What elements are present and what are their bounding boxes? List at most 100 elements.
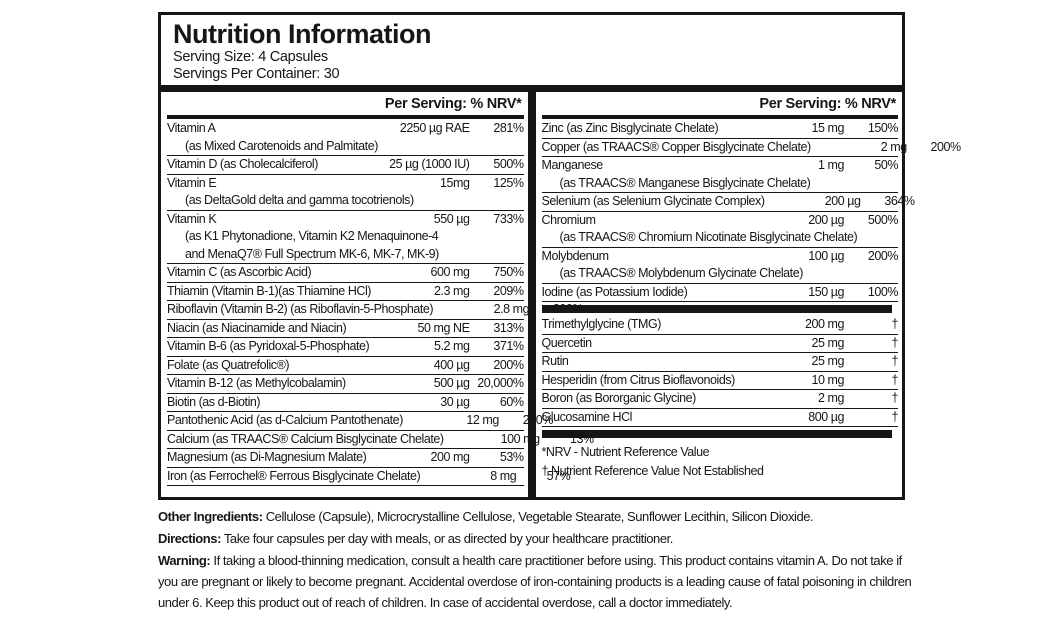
vertical-divider-bar (527, 92, 536, 497)
nutrient-name: Quercetin (541, 335, 593, 350)
nutrient-nrv: 50% (874, 158, 898, 172)
group-divider-bar-2 (541, 430, 892, 438)
nutrient-name: Magnesium (as Di-Magnesium Malate) (167, 450, 367, 464)
nutrient-row: Vitamin D (as Cholecalciferol) 25 µg (100… (167, 156, 524, 175)
nutrient-subline: (as Mixed Carotenoids and Palmitate) (185, 138, 378, 153)
nutrient-nrv: † (891, 354, 898, 368)
nutrient-amount: 200 mg (430, 450, 470, 464)
nutrient-table-left: Vitamin A 2250 µg RAE 281% (as Mixed Carote… (167, 120, 594, 486)
nutrient-amount: 200 mg (805, 317, 844, 331)
nutrient-subline: and MenaQ7® Full Spectrum MK-6, MK-7, MK… (185, 246, 439, 261)
nutrient-name: Molybdenum (541, 248, 610, 263)
nutrient-name: Rutin (541, 354, 569, 368)
nutrient-name: Vitamin B-6 (as Pyridoxal-5-Phosphate) (167, 339, 370, 353)
nutrient-nrv: † (891, 372, 898, 387)
nutrient-name: Biotin (as d-Biotin) (167, 394, 261, 409)
nutrient-amount: 600 mg (430, 265, 470, 279)
column-header-right: Per Serving: % NRV* (759, 96, 896, 112)
columns-container: Per Serving: % NRV* Vitamin A 2250 µg RAE… (161, 92, 961, 497)
nutrient-row: Rutin 25 mg † (541, 353, 898, 372)
nutrient-nrv: † (891, 409, 898, 424)
nutrient-nrv: 281% (493, 121, 524, 135)
nutrient-subline: (as DeltaGold delta and gamma tocotrieno… (185, 193, 414, 207)
nutrient-amount: 2 mg (818, 391, 844, 405)
nutrient-row: Vitamin K 550 µg 733% (as K1 Phytonadione, … (167, 211, 524, 264)
nutrient-row: Niacin (as Niacinamide and Niacin) 50 mg … (167, 320, 524, 338)
nutrient-row: Copper (as TRAACS® Copper Bisglycinate C… (541, 139, 961, 157)
nutrient-name: Chromium (541, 212, 597, 227)
nutrient-name: Vitamin B-12 (as Methylcobalamin) (167, 376, 346, 390)
nutrient-name: Iron (as Ferrochel® Ferrous Bisglycinate… (167, 468, 421, 483)
other-ingredients-label: Other Ingredients: (158, 509, 263, 524)
nutrient-amount: 25 mg (811, 354, 845, 368)
nutrition-label-box: Nutrition Information Serving Size: 4 Ca… (158, 12, 961, 500)
nutrient-amount: 400 µg (433, 357, 470, 372)
label-header: Nutrition Information Serving Size: 4 Ca… (161, 15, 902, 85)
nutrient-name: Vitamin A (167, 121, 216, 135)
directions-text: Take four capsules per day with meals, o… (220, 531, 674, 546)
nutrient-name: Hesperidin (from Citrus Bioflavonoids) (541, 372, 736, 387)
nutrient-amount: 15mg (440, 175, 470, 190)
nutrient-name: Glucosamine HCl (541, 409, 633, 424)
nutrient-name: Iodine (as Potassium Iodide) (541, 284, 688, 299)
nutrient-name: Vitamin K (167, 211, 217, 226)
nutrient-row: Calcium (as TRAACS® Calcium Bisglycinate… (167, 431, 594, 449)
nutrient-row: Folate (as Quatrefolic®) 400 µg 200% (167, 357, 524, 375)
nutrient-row: Pantothenic Acid (as d-Calcium Pantothen… (167, 412, 553, 431)
nutrient-row: Molybdenum 100 µg 200% (as TRAACS® Molybden… (541, 248, 899, 284)
nutrient-nrv: † (891, 391, 898, 405)
nutrient-name: Folate (as Quatrefolic®) (167, 357, 290, 372)
nutrient-name: Zinc (as Zinc Bisglycinate Chelate) (541, 121, 719, 135)
nutrient-row: Iodine (as Potassium Iodide) 150 µg 100% (541, 284, 899, 302)
nutrient-nrv: 100% (867, 284, 899, 299)
nutrient-name: Vitamin E (167, 175, 217, 190)
column-header-rule-right (541, 115, 898, 119)
directions-label: Directions: (158, 531, 221, 546)
footnote-line: *NRV - Nutrient Reference Value (541, 445, 710, 459)
nutrient-name: Selenium (as Selenium Glycinate Complex) (541, 194, 766, 208)
nutrient-nrv: 53% (499, 450, 524, 464)
nutrient-row: Selenium (as Selenium Glycinate Complex)… (541, 193, 915, 212)
nutrient-table-right-group1: Zinc (as Zinc Bisglycinate Chelate) 15 mg… (541, 120, 961, 302)
nutrient-amount: 200 µg (824, 194, 861, 208)
nutrient-row: Vitamin B-12 (as Methylcobalamin) 500 µg 2… (167, 375, 524, 394)
nutrient-amount: 5.2 mg (433, 339, 470, 353)
footnote-line: † Nutrient Reference Value Not Establish… (541, 464, 764, 478)
nutrient-amount: 500 µg (433, 376, 470, 390)
nutrient-amount: 30 µg (440, 394, 470, 409)
nutrient-nrv: 209% (493, 283, 524, 298)
nutrient-row: Vitamin B-6 (as Pyridoxal-5-Phosphate) 5.… (167, 338, 524, 357)
nutrient-nrv: 125% (493, 175, 524, 190)
nutrient-nrv: 313% (493, 320, 524, 335)
nutrient-amount: 800 µg (808, 409, 844, 424)
nutrient-table-right-group2: Trimethylglycine (TMG) 200 mg † Quercetin 25… (541, 316, 898, 427)
nutrient-amount: 25 µg (1000 IU) (389, 157, 470, 171)
nutrient-row: Magnesium (as Di-Magnesium Malate) 200 mg… (167, 449, 524, 468)
header-divider-bar (161, 85, 902, 92)
nutrient-row: Vitamin A 2250 µg RAE 281% (as Mixed Carote… (167, 120, 524, 156)
nutrient-nrv: 57% (546, 468, 571, 483)
nutrient-row: Boron (as Bororganic Glycine) 2 mg † (541, 390, 898, 409)
servings-per-container: Servings Per Container: 30 (173, 65, 340, 82)
nutrient-nrv: 200% (867, 248, 899, 263)
nutrient-amount: 2.3 mg (433, 283, 470, 298)
warning-text: If taking a blood-thinning medication, c… (158, 553, 912, 610)
nutrient-name: Copper (as TRAACS® Copper Bisglycinate C… (541, 139, 812, 154)
left-column: Per Serving: % NRV* Vitamin A 2250 µg RAE… (161, 92, 594, 497)
nutrient-name: Vitamin D (as Cholecalciferol) (167, 157, 318, 171)
nutrient-nrv: † (891, 335, 898, 350)
other-ingredients: Other Ingredients: Cellulose (Capsule), … (158, 506, 920, 527)
serving-size: Serving Size: 4 Capsules (173, 49, 328, 65)
nutrient-nrv: 733% (493, 211, 524, 226)
nutrient-nrv: 60% (499, 394, 524, 409)
nutrient-amount: 2250 µg RAE (399, 121, 470, 135)
nutrient-amount: 10 mg (811, 372, 845, 387)
nutrient-row: Hesperidin (from Citrus Bioflavonoids) 10… (541, 372, 898, 390)
nutrient-row: Biotin (as d-Biotin) 30 µg 60% (167, 394, 524, 412)
nutrient-amount: 12 mg (466, 413, 499, 427)
nutrient-nrv: 750% (493, 265, 524, 279)
nutrient-nrv: 200% (493, 357, 524, 372)
nutrient-nrv: 364% (884, 194, 915, 208)
nutrient-nrv: † (891, 317, 898, 331)
